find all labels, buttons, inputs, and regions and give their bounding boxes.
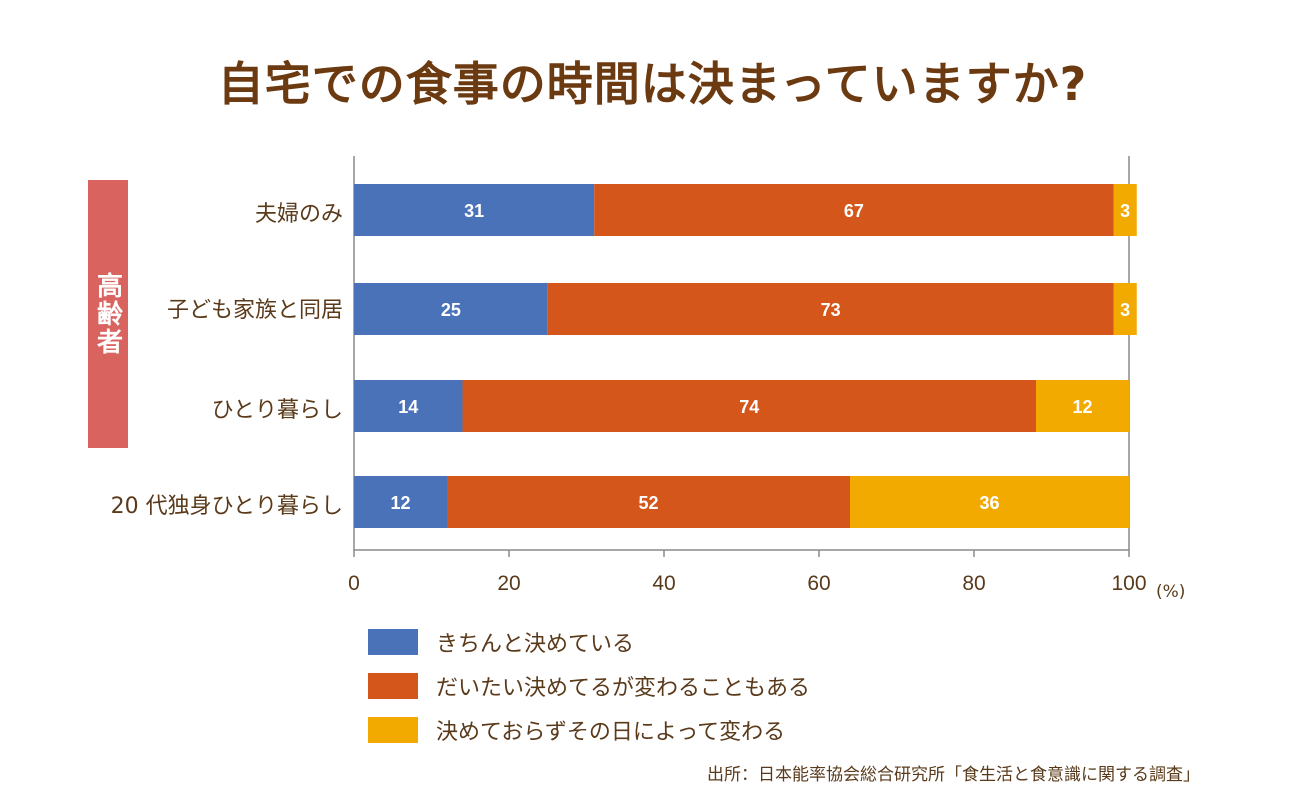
data-label: 12 xyxy=(1072,397,1092,417)
category-label: 夫婦のみ xyxy=(254,202,343,227)
legend: きちんと決めている だいたい決めてるが変わることもある 決めておらずその日によっ… xyxy=(368,620,810,752)
legend-label: きちんと決めている xyxy=(436,632,635,657)
x-tick-label: 20 xyxy=(497,572,520,595)
x-tick-label: 0 xyxy=(348,572,360,595)
legend-label: 決めておらずその日によって変わる xyxy=(436,720,786,745)
data-label: 3 xyxy=(1120,201,1130,221)
x-axis-unit: (%) xyxy=(1156,582,1186,602)
group-label: 高齢者 xyxy=(92,272,123,356)
data-label: 12 xyxy=(390,493,410,513)
bar-segment xyxy=(594,184,1114,236)
x-tick-label: 60 xyxy=(807,572,830,595)
legend-item: きちんと決めている xyxy=(368,620,810,664)
bar-segment xyxy=(354,476,447,528)
bar-segment xyxy=(1113,283,1137,335)
data-label: 36 xyxy=(979,493,999,513)
data-label: 14 xyxy=(398,397,418,417)
category-label: 20 代独身ひとり暮らし xyxy=(110,494,343,519)
bar-segment xyxy=(354,283,548,335)
bar-segment xyxy=(1113,184,1137,236)
x-tick-label: 40 xyxy=(652,572,675,595)
legend-swatch xyxy=(368,673,418,699)
group-band: 高齢者 xyxy=(88,180,128,448)
legend-item: だいたい決めてるが変わることもある xyxy=(368,664,810,708)
bar-segment xyxy=(1036,380,1129,432)
x-tick-label: 100 xyxy=(1111,572,1146,595)
legend-item: 決めておらずその日によって変わる xyxy=(368,708,810,752)
data-label: 31 xyxy=(464,201,484,221)
data-label: 67 xyxy=(844,201,864,221)
data-label: 73 xyxy=(821,300,841,320)
data-label: 25 xyxy=(441,300,461,320)
category-label: 子ども家族と同居 xyxy=(166,298,343,323)
bar-segment xyxy=(354,184,595,236)
data-label: 74 xyxy=(739,397,759,417)
legend-swatch xyxy=(368,717,418,743)
data-label: 3 xyxy=(1120,300,1130,320)
data-label: 52 xyxy=(638,493,658,513)
legend-swatch xyxy=(368,629,418,655)
bar-segment xyxy=(354,380,463,432)
category-label: ひとり暮らし xyxy=(211,398,343,423)
bar-segment xyxy=(462,380,1036,432)
source-note: 出所：日本能率協会総合研究所「食生活と食意識に関する調査」 xyxy=(707,765,1200,785)
legend-label: だいたい決めてるが変わることもある xyxy=(436,676,811,701)
bar-segment xyxy=(447,476,850,528)
x-tick-label: 80 xyxy=(962,572,985,595)
bar-segment xyxy=(547,283,1114,335)
bar-segment xyxy=(850,476,1129,528)
chart-title: 自宅での食事の時間は決まっていますか? xyxy=(217,57,1088,111)
